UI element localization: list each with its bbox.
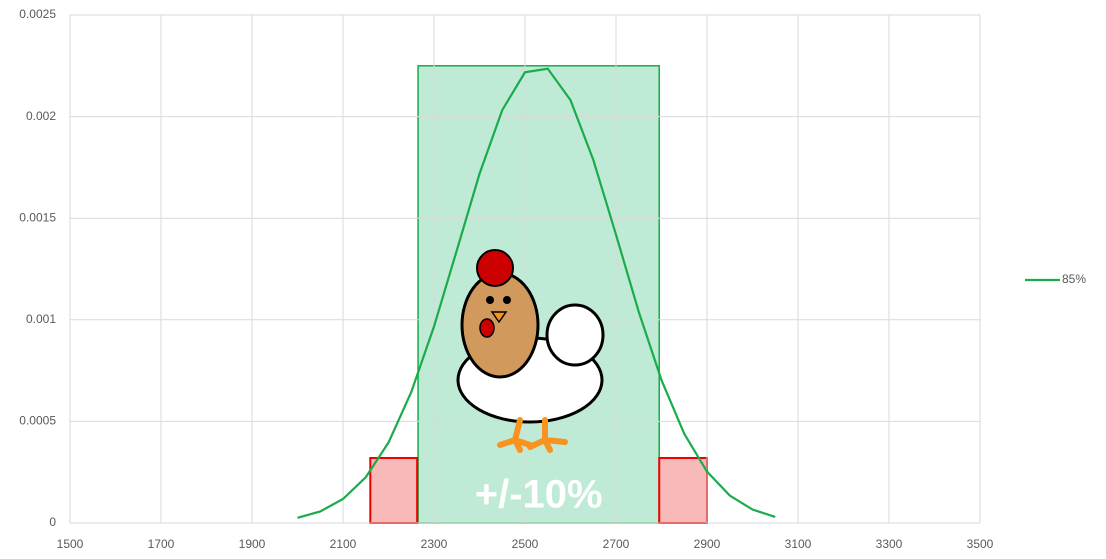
x-tick-label: 3100 — [785, 537, 812, 551]
regions — [370, 66, 707, 523]
y-tick-label: 0.001 — [26, 312, 56, 326]
x-tick-label: 1500 — [57, 537, 84, 551]
y-tick-label: 0 — [49, 515, 56, 529]
shaded-region — [659, 458, 707, 523]
x-tick-label: 1900 — [239, 537, 266, 551]
x-tick-label: 2900 — [694, 537, 721, 551]
legend-label: 85% — [1062, 272, 1086, 286]
annotation: +/-10% — [475, 473, 603, 517]
y-tick-label: 0.0015 — [19, 210, 56, 224]
chart: 0 0.0005 0.001 0.0015 0.002 0.0025 1500 1700 190… — [0, 0, 1106, 559]
y-tick-label: 0.002 — [26, 109, 56, 123]
shaded-region — [418, 66, 659, 523]
x-tick-label: 3300 — [876, 537, 903, 551]
x-tick-label: 2500 — [512, 537, 539, 551]
y-tick-label: 0.0025 — [19, 7, 56, 21]
grid — [70, 15, 980, 523]
page: 0 0.0005 0.001 0.0015 0.002 0.0025 1500 1700 190… — [0, 0, 1106, 559]
x-tick-label: 1700 — [148, 537, 175, 551]
x-tick-label: 2100 — [330, 537, 357, 551]
y-tick-label: 0.0005 — [19, 414, 56, 428]
x-tick-label: 2300 — [421, 537, 448, 551]
x-tick-label: 2700 — [603, 537, 630, 551]
shaded-region — [370, 458, 417, 523]
x-tick-label: 3500 — [967, 537, 994, 551]
